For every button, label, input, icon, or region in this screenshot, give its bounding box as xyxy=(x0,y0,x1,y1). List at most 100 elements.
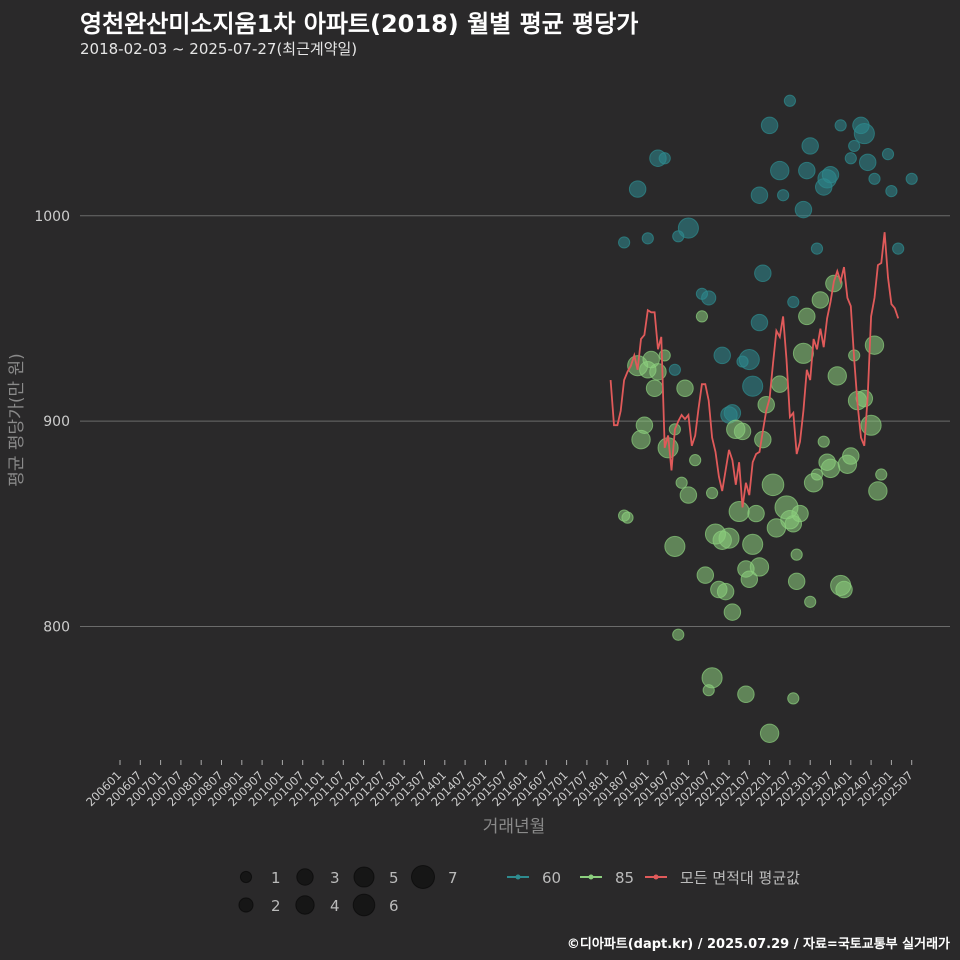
legend-size-key xyxy=(295,895,315,915)
point-85 xyxy=(835,580,853,599)
legend-size-label: 2 xyxy=(271,897,281,915)
point-85 xyxy=(817,435,830,448)
point-60 xyxy=(723,404,742,422)
point-60 xyxy=(754,264,772,283)
point-85 xyxy=(689,454,702,467)
point-85 xyxy=(723,603,742,621)
point-85 xyxy=(649,363,667,381)
point-85 xyxy=(621,511,634,524)
point-85 xyxy=(747,504,765,523)
point-60 xyxy=(750,186,769,204)
source-caption: ©디아파트(dapt.kr) / 2025.07.29 / 자료=국토교통부 실… xyxy=(566,937,950,952)
point-60 xyxy=(892,242,905,255)
legend-series-label: 60 xyxy=(542,869,561,887)
legend: 1 2 3 4 5 6 7 60 85 모든 면적대 평균값 xyxy=(238,864,800,917)
point-85 xyxy=(679,486,698,504)
legend-size-key xyxy=(238,897,254,913)
legend-size-key xyxy=(296,868,314,886)
legend-size-key xyxy=(410,864,436,890)
legend-size-label: 1 xyxy=(271,869,281,887)
legend-size-key xyxy=(352,893,376,917)
point-60 xyxy=(713,346,731,365)
y-tick-label: 800 xyxy=(43,620,70,636)
legend-series-label: 모든 면적대 평균값 xyxy=(680,869,800,887)
point-85 xyxy=(749,557,770,577)
point-85 xyxy=(672,628,685,641)
legend-size-label: 5 xyxy=(389,869,399,887)
point-85 xyxy=(664,535,686,557)
chart-subtitle: 2018-02-03 ~ 2025-07-27(최근계약일) xyxy=(80,40,358,58)
average-line-layer xyxy=(609,232,900,508)
series-85-points xyxy=(618,274,888,744)
point-60 xyxy=(628,180,647,198)
point-85 xyxy=(792,342,814,364)
point-85 xyxy=(676,379,694,398)
legend-size-label: 7 xyxy=(448,869,458,887)
point-60 xyxy=(858,153,877,172)
x-axis-ticks: 2006012006072007012007072008012008072009… xyxy=(83,760,916,809)
legend-size-key xyxy=(239,870,253,884)
point-85 xyxy=(791,504,809,523)
legend-size-label: 6 xyxy=(389,897,399,915)
point-85 xyxy=(737,685,755,704)
point-60 xyxy=(770,160,790,181)
point-85 xyxy=(675,476,688,489)
point-85 xyxy=(860,414,882,436)
legend-size-key xyxy=(353,866,375,888)
y-axis-ticks: 800 900 1000 xyxy=(34,209,70,636)
point-60 xyxy=(821,165,840,184)
point-60 xyxy=(905,172,918,185)
average-line xyxy=(609,232,900,508)
point-85 xyxy=(701,667,723,689)
point-60 xyxy=(760,116,779,135)
legend-size-label: 4 xyxy=(330,897,340,915)
point-85 xyxy=(696,566,715,584)
point-85 xyxy=(820,458,841,479)
point-60 xyxy=(810,242,824,255)
point-60 xyxy=(677,217,699,239)
point-85 xyxy=(718,527,740,549)
point-85 xyxy=(740,570,759,589)
point-85 xyxy=(842,447,860,465)
point-85 xyxy=(658,349,671,362)
point-60 xyxy=(783,94,797,107)
point-85 xyxy=(855,389,874,408)
point-85 xyxy=(716,582,735,601)
point-85 xyxy=(804,595,817,608)
point-85 xyxy=(742,533,764,555)
point-60 xyxy=(668,363,681,376)
point-60 xyxy=(834,119,847,132)
legend-series-dot xyxy=(515,874,521,880)
legend-size-label: 3 xyxy=(330,869,340,887)
point-85 xyxy=(695,310,709,323)
point-85 xyxy=(875,468,888,481)
point-60 xyxy=(881,148,895,161)
point-85 xyxy=(790,548,803,561)
series-60-points xyxy=(618,94,918,424)
legend-series-dot xyxy=(653,874,659,880)
point-85 xyxy=(761,473,785,497)
point-60 xyxy=(798,161,816,180)
point-60 xyxy=(618,236,631,249)
point-60 xyxy=(738,348,760,371)
point-60 xyxy=(794,200,813,219)
point-60 xyxy=(885,185,898,198)
point-85 xyxy=(787,572,806,591)
point-60 xyxy=(853,123,875,145)
y-axis-label: 평균 평당가(만 원) xyxy=(7,353,27,487)
point-60 xyxy=(801,137,819,155)
y-tick-label: 1000 xyxy=(34,209,70,225)
point-60 xyxy=(844,152,857,165)
point-60 xyxy=(641,232,654,245)
point-85 xyxy=(728,500,750,523)
point-85 xyxy=(645,379,664,398)
legend-series-label: 85 xyxy=(615,869,634,887)
x-axis-label: 거래년월 xyxy=(483,817,546,837)
point-85 xyxy=(733,422,752,441)
point-60 xyxy=(701,290,717,306)
point-85 xyxy=(811,291,830,309)
point-60 xyxy=(742,375,764,397)
point-85 xyxy=(864,335,885,355)
point-60 xyxy=(658,152,671,165)
